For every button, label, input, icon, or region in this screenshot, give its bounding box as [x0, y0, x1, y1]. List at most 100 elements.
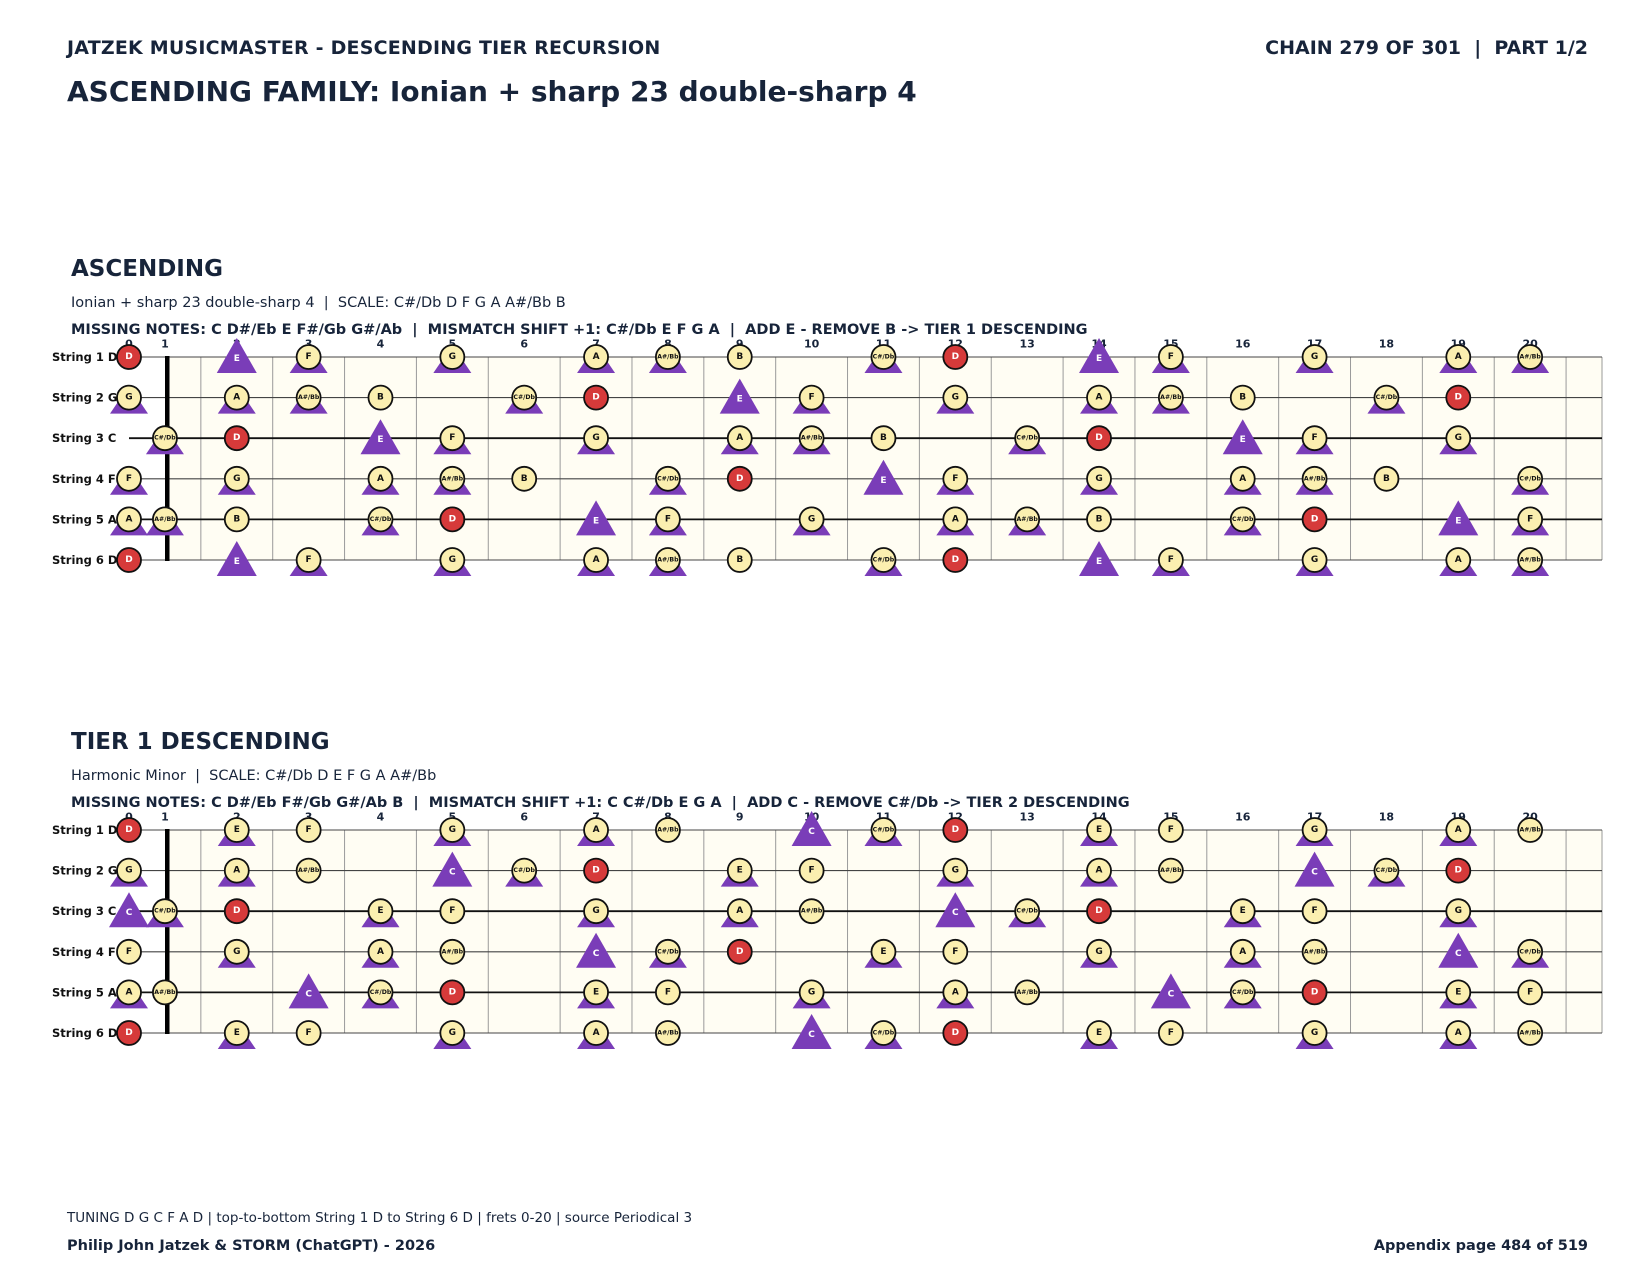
note-label: F — [1168, 825, 1174, 835]
scale-note: E — [577, 979, 616, 1009]
note-dot — [1301, 817, 1328, 843]
fretboard-background — [166, 830, 1602, 1033]
note-label: G — [808, 514, 815, 524]
note-label: G — [449, 352, 456, 362]
scale-note: G — [1080, 938, 1119, 968]
fret-number: 4 — [377, 338, 385, 351]
note-label: A — [1455, 555, 1462, 565]
marker-label: C — [449, 868, 456, 878]
note-dot — [367, 384, 394, 411]
note-dot — [1157, 384, 1184, 411]
note-dot — [942, 506, 969, 533]
marker-label: C — [1455, 949, 1462, 959]
note-label: A — [1455, 825, 1462, 835]
note-dot — [1229, 898, 1256, 925]
note-dot — [116, 1020, 142, 1046]
scale-note: E — [361, 898, 400, 928]
root-note: D — [583, 857, 609, 884]
scale-note: C#/Db — [145, 425, 184, 455]
note-dot — [1229, 506, 1256, 533]
fret-number: 2 — [233, 811, 241, 824]
footer-tuning-line: TUNING D G C F A D | top-to-bottom Strin… — [67, 1210, 693, 1226]
note-dot — [583, 425, 609, 452]
note-label: F — [809, 866, 815, 876]
note-label: A#/Bb — [442, 948, 464, 955]
note-label: E — [377, 906, 383, 916]
fret-number: 7 — [592, 811, 600, 824]
note-label: A#/Bb — [298, 867, 320, 874]
scale-note: A#/Bb — [1517, 1020, 1544, 1046]
note-label: F — [1168, 555, 1174, 565]
scale-note: G — [110, 857, 148, 887]
note-label: G — [233, 474, 240, 484]
note-label: F — [306, 1028, 312, 1038]
note-dot — [726, 938, 753, 965]
scale-note: F — [1157, 1020, 1184, 1046]
note-dot — [1445, 384, 1472, 411]
note-dot — [1086, 817, 1112, 843]
footer-page-number: Appendix page 484 of 519 — [1373, 1238, 1588, 1254]
note-label: A — [593, 825, 600, 835]
note-label: C#/Db — [657, 475, 679, 482]
note-label: C#/Db — [1232, 989, 1254, 996]
note-dot — [1373, 384, 1400, 411]
triangle-marker — [109, 892, 149, 928]
note-label: E — [593, 987, 599, 997]
note-dot — [1301, 344, 1328, 370]
note-label: D — [952, 555, 959, 565]
marker-label: C — [952, 908, 959, 918]
scale-note: C#/Db — [505, 384, 544, 414]
scale-note: B — [726, 547, 753, 573]
scale-note: A#/Bb — [792, 425, 831, 455]
scale-note: G — [1295, 547, 1334, 576]
note-dot — [1014, 425, 1041, 452]
scale-note: A — [110, 506, 148, 536]
note-dot — [798, 384, 825, 411]
scale-note: C#/Db — [864, 547, 903, 576]
marker-label: E — [234, 354, 240, 364]
triangle-marker — [1079, 541, 1120, 576]
note-label: C#/Db — [1016, 908, 1038, 915]
scale-note: F — [936, 465, 975, 495]
string-label: String 2 G — [52, 864, 117, 878]
note-dot — [870, 344, 897, 370]
fret-number: 16 — [1235, 811, 1251, 824]
string-label: String 1 D — [52, 350, 117, 364]
note-dot — [511, 384, 538, 411]
fretboard-tier1: String 1 D String 2 G String 3 C String 4 F… — [52, 811, 1603, 1049]
note-dot — [511, 857, 538, 884]
note-label: A — [593, 1028, 600, 1038]
scale-note: A#/Bb — [1511, 344, 1550, 373]
root-note: D — [726, 465, 753, 492]
note-dot — [798, 857, 825, 884]
scale-note: F — [792, 384, 831, 414]
note-label: D — [1455, 866, 1462, 876]
note-dot — [223, 506, 250, 533]
note-label: E — [1096, 1028, 1102, 1038]
added-note-marker: E — [1079, 541, 1120, 576]
scale-note: A#/Bb — [1517, 817, 1544, 843]
root-note: D — [116, 817, 142, 843]
note-dot — [1517, 344, 1544, 370]
note-dot — [439, 425, 466, 452]
note-dot — [439, 465, 466, 492]
scale-note: F — [289, 344, 328, 373]
note-label: D — [125, 555, 132, 565]
note-label: D — [125, 1028, 132, 1038]
scale-note: A#/Bb — [1301, 938, 1328, 965]
note-dot — [1229, 938, 1256, 965]
note-dot — [655, 547, 681, 573]
added-note-marker: C — [791, 1014, 832, 1049]
note-dot — [1373, 465, 1400, 492]
root-note: D — [223, 425, 250, 452]
note-dot — [1445, 898, 1472, 925]
scale-note: A — [1223, 465, 1262, 495]
note-label: D — [233, 433, 240, 443]
marker-label: C — [1311, 868, 1318, 878]
note-dot — [1517, 506, 1544, 533]
section-info-tier1: MISSING NOTES: C D#/Eb F#/Gb G#/Ab B | M… — [71, 795, 1130, 811]
string-label: String 6 D — [52, 553, 117, 567]
scale-note: G — [577, 425, 616, 455]
note-label: G — [233, 947, 240, 957]
note-label: A#/Bb — [1016, 989, 1038, 996]
